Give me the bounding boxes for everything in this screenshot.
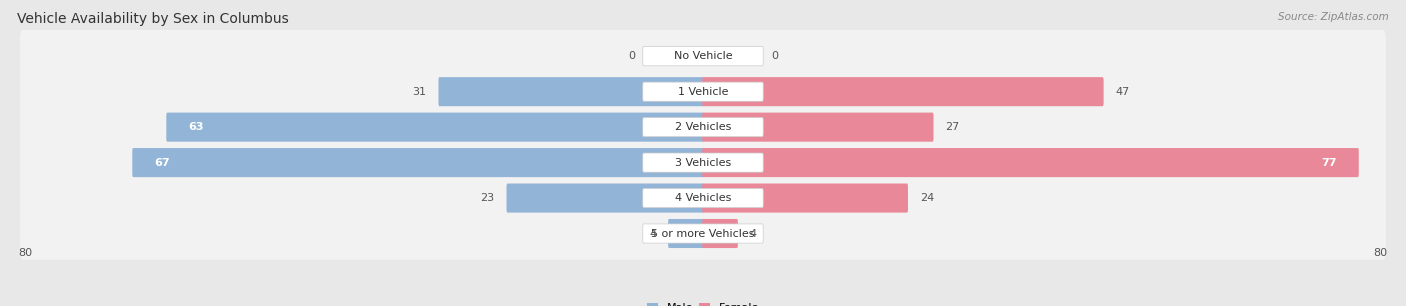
FancyBboxPatch shape: [643, 188, 763, 208]
Text: 3 Vehicles: 3 Vehicles: [675, 158, 731, 168]
Text: 1 Vehicle: 1 Vehicle: [678, 87, 728, 97]
Text: 63: 63: [188, 122, 204, 132]
FancyBboxPatch shape: [20, 136, 1386, 189]
Text: Vehicle Availability by Sex in Columbus: Vehicle Availability by Sex in Columbus: [17, 12, 288, 26]
FancyBboxPatch shape: [132, 148, 704, 177]
Text: 2 Vehicles: 2 Vehicles: [675, 122, 731, 132]
Text: 4: 4: [650, 229, 657, 238]
FancyBboxPatch shape: [166, 113, 704, 142]
FancyBboxPatch shape: [506, 184, 704, 213]
FancyBboxPatch shape: [20, 101, 1386, 153]
FancyBboxPatch shape: [702, 113, 934, 142]
FancyBboxPatch shape: [702, 184, 908, 213]
Text: 80: 80: [18, 248, 32, 258]
Text: 23: 23: [481, 193, 495, 203]
FancyBboxPatch shape: [20, 207, 1386, 260]
Text: Source: ZipAtlas.com: Source: ZipAtlas.com: [1278, 12, 1389, 22]
FancyBboxPatch shape: [643, 82, 763, 101]
Text: 67: 67: [155, 158, 170, 168]
Text: 0: 0: [770, 51, 778, 61]
FancyBboxPatch shape: [702, 219, 738, 248]
Text: 4: 4: [749, 229, 756, 238]
FancyBboxPatch shape: [20, 172, 1386, 224]
Text: 31: 31: [412, 87, 426, 97]
FancyBboxPatch shape: [439, 77, 704, 106]
Text: 0: 0: [628, 51, 636, 61]
FancyBboxPatch shape: [643, 224, 763, 243]
FancyBboxPatch shape: [702, 148, 1358, 177]
FancyBboxPatch shape: [643, 47, 763, 66]
FancyBboxPatch shape: [20, 65, 1386, 118]
FancyBboxPatch shape: [643, 118, 763, 137]
FancyBboxPatch shape: [20, 30, 1386, 82]
Text: 27: 27: [945, 122, 960, 132]
Text: 80: 80: [1374, 248, 1388, 258]
Text: 24: 24: [920, 193, 934, 203]
FancyBboxPatch shape: [643, 153, 763, 172]
Text: 5 or more Vehicles: 5 or more Vehicles: [651, 229, 755, 238]
Text: No Vehicle: No Vehicle: [673, 51, 733, 61]
Text: 77: 77: [1322, 158, 1337, 168]
Text: 4 Vehicles: 4 Vehicles: [675, 193, 731, 203]
Legend: Male, Female: Male, Female: [643, 298, 763, 306]
Text: 47: 47: [1115, 87, 1130, 97]
FancyBboxPatch shape: [702, 77, 1104, 106]
FancyBboxPatch shape: [668, 219, 704, 248]
